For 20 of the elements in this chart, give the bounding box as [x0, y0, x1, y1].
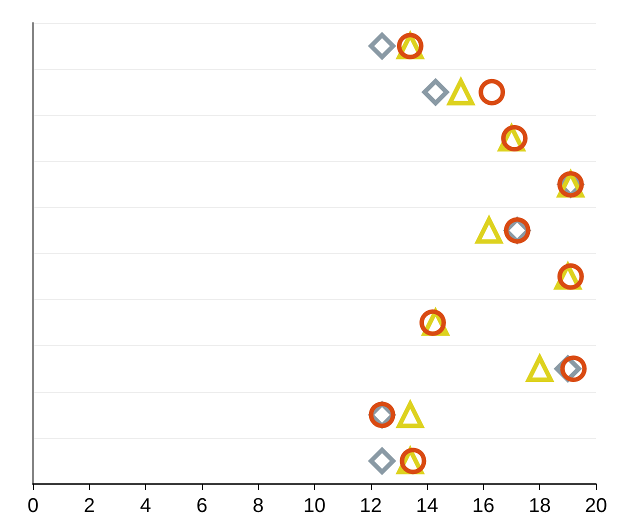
- x-tick-label: 12: [360, 495, 382, 517]
- point: [557, 263, 584, 290]
- x-tick-label: 10: [303, 495, 326, 517]
- x-tick-label: 14: [416, 495, 438, 517]
- point: [368, 448, 396, 474]
- x-tick-label: 16: [472, 495, 495, 517]
- point: [478, 78, 506, 106]
- point: [368, 32, 396, 60]
- x-tick-label: 6: [196, 495, 208, 517]
- x-tick-label: 2: [84, 495, 95, 517]
- point: [400, 448, 426, 474]
- point: [501, 125, 528, 152]
- x-tick-label: 0: [27, 495, 39, 517]
- x-tick-label: 4: [140, 495, 152, 517]
- point: [560, 356, 587, 382]
- x-tick-label: 18: [528, 495, 551, 517]
- point: [422, 78, 449, 106]
- x-tick-label: 20: [584, 495, 608, 517]
- x-tick-label: 8: [252, 495, 264, 517]
- point: [420, 309, 446, 336]
